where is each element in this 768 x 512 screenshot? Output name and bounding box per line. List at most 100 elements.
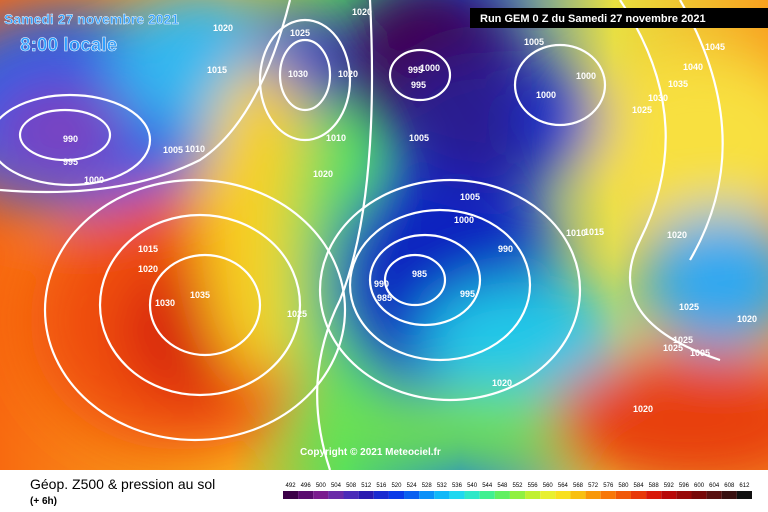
legend-swatch [706, 491, 722, 499]
isobar-label: 1025 [287, 309, 307, 319]
legend-swatch [388, 491, 405, 499]
isobar-label: 1020 [492, 378, 512, 388]
legend-label: 548 [497, 483, 508, 489]
legend-label: 516 [376, 483, 387, 489]
isobar-label: 1030 [288, 69, 308, 79]
isobar-label: 995 [460, 289, 475, 299]
isobar-label: 1035 [668, 79, 688, 89]
isobar-label: 995 [411, 80, 426, 90]
copyright: Copyright © 2021 Meteociel.fr [300, 447, 441, 458]
isobars [0, 0, 723, 470]
legend-label: 584 [634, 483, 645, 489]
legend-label: 496 [301, 483, 312, 489]
legend-swatch [479, 491, 495, 499]
legend-swatch [570, 491, 586, 499]
legend-label: 580 [618, 483, 629, 489]
legend-swatch [449, 491, 465, 499]
legend-swatch [464, 491, 480, 499]
legend-swatch [373, 491, 389, 499]
isobar-label: 985 [412, 269, 427, 279]
footer-lead: (+ 6h) [30, 496, 57, 507]
legend-swatch [676, 491, 692, 499]
legend-swatch [313, 491, 329, 499]
isobar-label: 1000 [84, 175, 104, 185]
legend-label: 544 [482, 483, 493, 489]
legend-label: 524 [407, 483, 418, 489]
isobar-label: 1010 [185, 144, 205, 154]
isobar-label: 1010 [326, 133, 346, 143]
legend-swatch [646, 491, 662, 499]
isobar-label: 1020 [213, 23, 233, 33]
legend-swatch [555, 491, 571, 499]
isobar-label: 985 [377, 293, 392, 303]
legend-label: 588 [649, 483, 660, 489]
time-title: 8:00 locale [20, 35, 117, 56]
isobar-label: 1020 [338, 69, 358, 79]
isobar-label: 1035 [190, 290, 210, 300]
footer-title: Géop. Z500 & pression au sol [30, 476, 215, 492]
legend-label: 532 [437, 483, 448, 489]
isobar-label: 990 [498, 244, 513, 254]
isobar-label: 1025 [290, 28, 310, 38]
isobar-label: 1005 [163, 145, 183, 155]
isobar-label: 1025 [673, 335, 693, 345]
legend-swatch [434, 491, 450, 499]
legend-swatch [630, 491, 647, 499]
field [0, 0, 768, 490]
isobar-label: 1020 [352, 7, 372, 17]
legend-swatch [283, 491, 299, 499]
isobar-label: 1025 [679, 302, 699, 312]
legend-swatch [509, 491, 526, 499]
legend-label: 520 [391, 483, 402, 489]
isobar-label: 1020 [737, 314, 757, 324]
isobar-label: 995 [408, 65, 423, 75]
isobar-label: 1020 [138, 264, 158, 274]
legend-label: 560 [543, 483, 554, 489]
legend-label: 576 [603, 483, 614, 489]
legend-label: 564 [558, 483, 569, 489]
date-title: Samedi 27 novembre 2021 [4, 11, 179, 27]
isobar-label: 1020 [667, 230, 687, 240]
legend-label: 492 [286, 483, 297, 489]
legend-label: 504 [331, 483, 342, 489]
legend: 492 496 500 504 508 512 516 520 524 528 532 536 540 5… [283, 483, 752, 499]
legend-label: 508 [346, 483, 357, 489]
isobar-label: 1005 [460, 192, 480, 202]
legend-label: 572 [588, 483, 599, 489]
isobar-label: 1010 [566, 228, 586, 238]
isobar-label: 1000 [576, 71, 596, 81]
isobar-label: 1000 [454, 215, 474, 225]
legend-swatch [600, 491, 616, 499]
legend-swatch [494, 491, 510, 499]
legend-swatch [328, 491, 344, 499]
legend-swatch [358, 491, 374, 499]
isobar-label: 1030 [648, 93, 668, 103]
legend-swatch [298, 491, 314, 499]
legend-swatch [615, 491, 631, 499]
legend-swatch [404, 491, 420, 499]
isobar-label: 1030 [155, 298, 175, 308]
isobar-label: 1040 [683, 62, 703, 72]
legend-swatch [736, 491, 752, 499]
legend-label: 512 [361, 483, 372, 489]
isobar-label: 1015 [584, 227, 604, 237]
isobar-label: 990 [374, 279, 389, 289]
legend-label: 596 [679, 483, 690, 489]
isobar-label: 1000 [536, 90, 556, 100]
legend-swatch [585, 491, 601, 499]
legend-label: 536 [452, 483, 463, 489]
isobar-label: 1000 [420, 63, 440, 73]
legend-swatch [721, 491, 737, 499]
legend-swatch [661, 491, 677, 499]
legend-label: 528 [422, 483, 433, 489]
legend-label: 600 [694, 483, 705, 489]
isobar-label: 1020 [633, 404, 653, 414]
legend-swatch [419, 491, 435, 499]
legend-swatch [540, 491, 556, 499]
legend-label: 592 [664, 483, 675, 489]
legend-label: 612 [739, 483, 750, 489]
legend-swatch [525, 491, 541, 499]
isobar-label: 1015 [138, 244, 158, 254]
